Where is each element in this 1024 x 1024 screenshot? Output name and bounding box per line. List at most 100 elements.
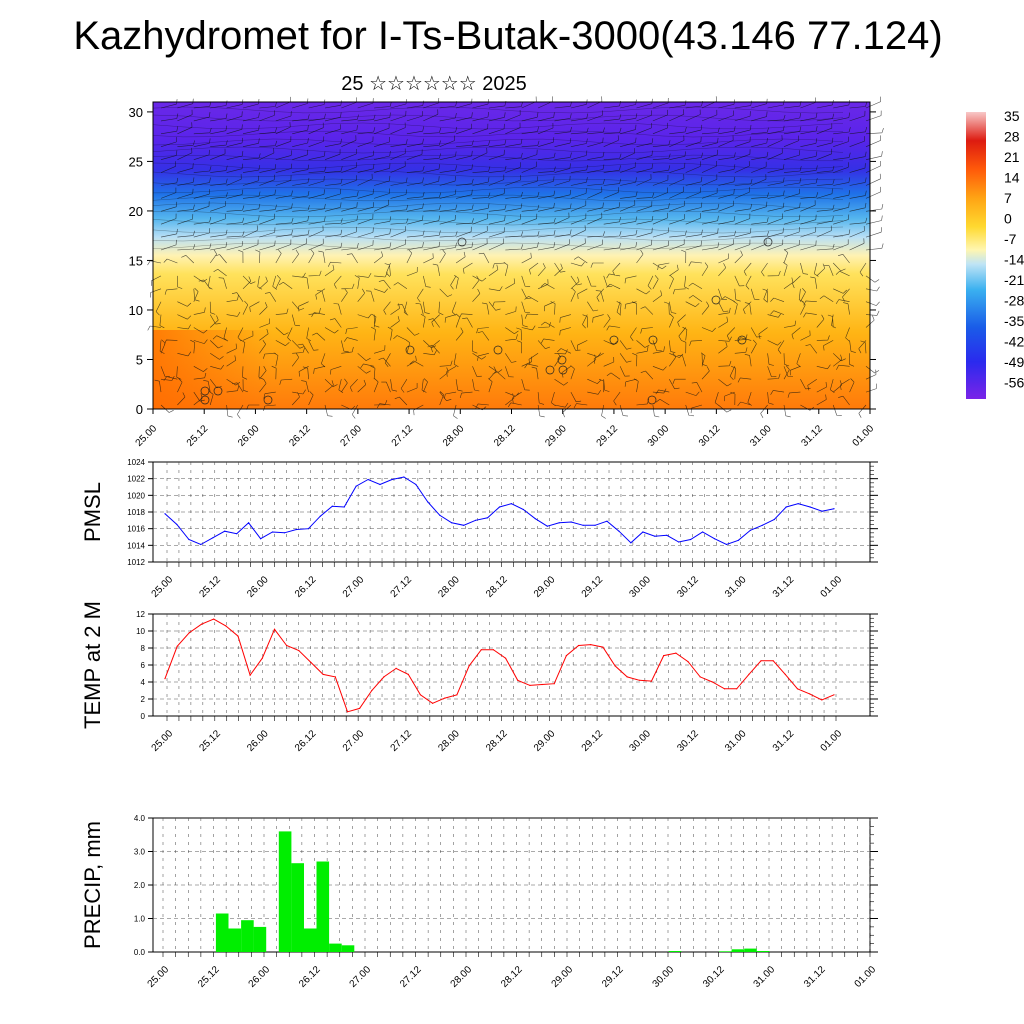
x-tick-label: 29.12 (595, 423, 621, 449)
data-point (188, 632, 190, 634)
data-point (713, 538, 716, 540)
data-point (249, 674, 251, 676)
y-tick-label: 4.0 (134, 814, 146, 823)
y-tick-label: 2 (141, 695, 146, 704)
data-point (371, 689, 373, 692)
colorbar: 35 28 21 14 7 0 -7 -14 -21 -28 -35 -42 -49 -56 (966, 108, 1024, 399)
x-tick-label: 30.00 (651, 964, 677, 990)
data-point (614, 665, 616, 667)
chart-title: Kazhydromet for I-Ts-Butak-3000(43.146 7… (73, 14, 943, 58)
x-tick-label: 27.00 (341, 574, 367, 600)
colorbar-label: 28 (1004, 129, 1020, 145)
data-point (307, 528, 309, 530)
x-tick-label: 27.12 (389, 574, 415, 600)
y-axis-label: PRECIP, mm (80, 821, 105, 949)
data-point (213, 618, 215, 620)
x-tick-label: 26.12 (293, 574, 319, 600)
data-point (319, 515, 321, 517)
series-line (164, 618, 835, 713)
data-point (630, 542, 632, 544)
data-point (236, 533, 238, 535)
data-point (565, 655, 568, 657)
x-tick-label: 26.00 (247, 964, 273, 990)
data-point (522, 508, 525, 511)
data-point (164, 513, 166, 515)
precip-bar (241, 920, 254, 952)
x-tick-label: 31.00 (752, 964, 778, 990)
colorbar-label: -14 (1004, 252, 1024, 268)
data-point (618, 530, 620, 532)
data-point (678, 541, 680, 543)
y-tick-label: 1012 (127, 558, 145, 567)
x-tick-label: 31.00 (723, 574, 749, 600)
data-point (517, 679, 519, 681)
calm-wind-circle (763, 237, 773, 247)
x-tick-label: 27.00 (348, 964, 374, 990)
calm-wind-circle (737, 335, 747, 345)
calm-wind-circle (558, 365, 568, 375)
data-point (355, 485, 357, 487)
data-point (748, 673, 750, 676)
calm-wind-circle (493, 345, 503, 355)
contour-lines (152, 106, 844, 250)
data-point (725, 543, 728, 546)
x-tick-label: 25.12 (196, 964, 222, 990)
y-tick-label: 10 (129, 303, 143, 318)
data-point (271, 531, 274, 533)
data-point (510, 503, 512, 505)
y-tick-label: 2.0 (134, 881, 146, 890)
x-tick-label: 01.00 (819, 728, 845, 754)
y-tick-label: 8 (141, 644, 146, 653)
data-point (444, 697, 446, 699)
x-tick-label: 01.00 (853, 964, 879, 990)
precip-bar (291, 863, 304, 952)
x-tick-label: 26.00 (245, 574, 271, 600)
x-tick-label: 30.00 (628, 574, 654, 600)
data-point (590, 644, 592, 646)
heatmap-panel: 0 5 10 15 20 25 30 25.00 25.12 26.00 26.12 27.00 27… (129, 96, 884, 449)
x-tick-label: 27.12 (390, 423, 416, 449)
heatmap-y-axis: 0 5 10 15 20 25 30 (129, 105, 876, 417)
data-point (650, 680, 653, 682)
data-point (784, 673, 786, 676)
x-tick-label: 01.00 (819, 574, 845, 600)
y-tick-label: 30 (129, 105, 143, 120)
data-point (176, 645, 178, 647)
data-point (642, 531, 644, 533)
x-tick-label: 25.12 (185, 423, 211, 449)
x-tick-label: 27.00 (339, 423, 365, 449)
data-point (821, 510, 823, 512)
x-tick-label: 28.00 (436, 574, 462, 600)
x-tick-label: 25.12 (197, 728, 223, 754)
data-point (529, 684, 531, 687)
heatmap-x-axis: 25.00 25.12 26.00 26.12 27.00 27.12 28.00 28.12… (134, 409, 876, 449)
x-tick-label: 25.00 (150, 574, 176, 600)
precip-bar (316, 861, 330, 952)
data-point (475, 519, 477, 521)
precip-bar (228, 928, 242, 952)
data-point (346, 711, 349, 713)
data-point (391, 478, 393, 481)
data-point (760, 660, 762, 662)
data-point (463, 524, 465, 526)
data-point (451, 522, 453, 524)
y-tick-label: 15 (129, 253, 143, 268)
data-point (331, 505, 333, 507)
data-point (606, 520, 608, 522)
data-point (654, 535, 656, 537)
y-tick-label: 1022 (127, 475, 145, 484)
x-tick-label: 25.00 (134, 423, 160, 449)
y-tick-label: 10 (136, 627, 145, 636)
x-tick-label: 31.00 (723, 728, 749, 754)
precip-bar (731, 949, 745, 952)
colorbar-label: -42 (1004, 334, 1024, 350)
x-tick-label: 30.12 (675, 574, 701, 600)
x-tick-label: 29.00 (543, 423, 569, 449)
colorbar-label: -35 (1004, 313, 1024, 329)
data-point (295, 528, 297, 531)
data-point (407, 673, 409, 676)
x-tick-label: 29.00 (532, 574, 558, 600)
x-tick-label: 28.00 (441, 423, 467, 449)
colorbar-labels: 35 28 21 14 7 0 -7 -14 -21 -28 -35 -42 -49 -56 (1004, 108, 1024, 391)
